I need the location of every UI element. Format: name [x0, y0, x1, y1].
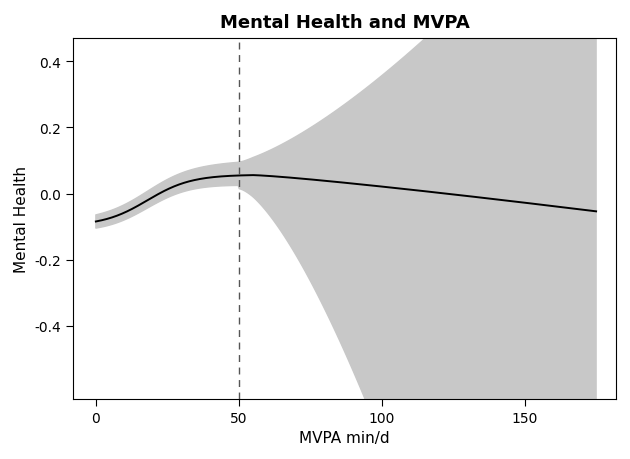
Y-axis label: Mental Health: Mental Health — [14, 166, 29, 272]
Title: Mental Health and MVPA: Mental Health and MVPA — [220, 14, 469, 32]
X-axis label: MVPA min/d: MVPA min/d — [299, 430, 390, 445]
